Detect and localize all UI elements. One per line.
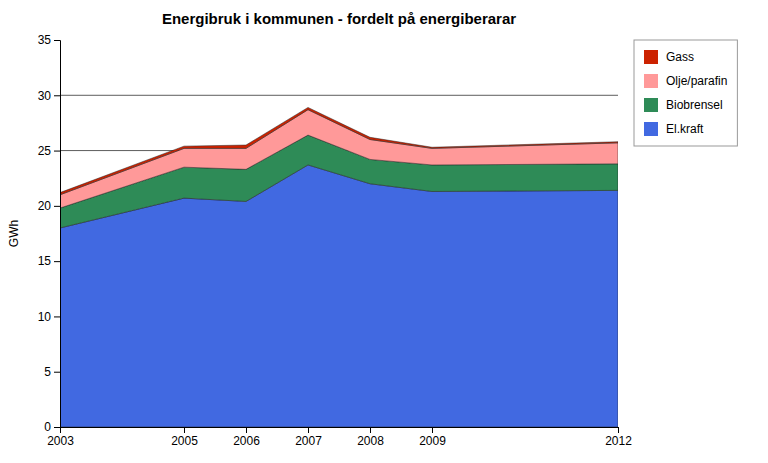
y-tick-label: 25 — [38, 144, 52, 158]
x-tick-label: 2009 — [419, 434, 446, 448]
y-tick: 0 — [44, 420, 60, 434]
y-tick-mark — [54, 372, 60, 373]
y-tick: 10 — [38, 310, 60, 324]
x-tick-mark — [618, 427, 619, 433]
y-tick-mark — [54, 95, 60, 96]
y-tick: 25 — [38, 144, 60, 158]
y-tick-mark — [54, 261, 60, 262]
x-tick: 2003 — [47, 427, 74, 448]
legend-frame — [634, 40, 737, 146]
legend-swatch — [644, 50, 658, 64]
x-axis: 2003 2005 2006 2007 2008 2009 2012 — [47, 427, 632, 448]
x-tick: 2009 — [419, 427, 446, 448]
y-tick: 30 — [38, 89, 60, 103]
y-tick-mark — [54, 40, 60, 41]
x-tick-label: 2012 — [605, 434, 632, 448]
legend-item: Gass — [644, 50, 694, 64]
x-tick: 2007 — [295, 427, 322, 448]
x-tick-label: 2007 — [295, 434, 322, 448]
legend-label: Olje/parafin — [666, 74, 727, 88]
y-tick: 15 — [38, 254, 60, 268]
legend-swatch — [644, 74, 658, 88]
x-tick-mark — [308, 427, 309, 433]
y-axis: 0 5 10 15 20 25 30 35 — [38, 33, 61, 434]
y-tick-label: 20 — [38, 199, 52, 213]
legend-item: El.kraft — [644, 122, 704, 136]
y-tick-label: 0 — [44, 420, 51, 434]
y-tick-label: 15 — [38, 254, 52, 268]
y-axis-line — [54, 41, 61, 428]
legend: Gass Olje/parafin Biobrensel El.kraft — [634, 40, 737, 146]
x-tick-label: 2006 — [233, 434, 260, 448]
y-tick-label: 30 — [38, 89, 52, 103]
legend-label: Gass — [666, 50, 694, 64]
chart: 2003 2005 2006 2007 2008 2009 2012 0 5 10 15 20 25 30… — [0, 0, 768, 463]
marks — [60, 95, 618, 427]
x-tick-label: 2008 — [357, 434, 384, 448]
x-tick-mark — [432, 427, 433, 433]
x-tick-mark — [246, 427, 247, 433]
y-tick-mark — [54, 206, 60, 207]
y-tick: 35 — [38, 33, 60, 47]
x-tick-mark — [184, 427, 185, 433]
x-tick-label: 2003 — [47, 434, 74, 448]
title: Energibruk i kommunen - fordelt på energ… — [162, 10, 516, 27]
x-tick-mark — [370, 427, 371, 433]
x-tick: 2008 — [357, 427, 384, 448]
x-axis-line — [61, 428, 619, 434]
y-tick-mark — [54, 427, 60, 428]
y-tick-label: 5 — [44, 365, 51, 379]
legend-item: Olje/parafin — [644, 74, 727, 88]
legend-label: El.kraft — [666, 122, 704, 136]
legend-swatch — [644, 122, 658, 136]
y-tick: 5 — [44, 365, 60, 379]
x-tick-label: 2005 — [171, 434, 198, 448]
legend-swatch — [644, 98, 658, 112]
y-tick: 20 — [38, 199, 60, 213]
legend-item: Biobrensel — [644, 98, 723, 112]
reference-line — [60, 95, 618, 96]
x-tick: 2006 — [233, 427, 260, 448]
y-tick-label: 35 — [38, 33, 52, 47]
y-tick-label: 10 — [38, 310, 52, 324]
area — [60, 107, 618, 194]
plot: 2003 2005 2006 2007 2008 2009 2012 0 5 10 15 20 25 30… — [38, 33, 633, 447]
legend-label: Biobrensel — [666, 98, 723, 112]
x-tick: 2012 — [605, 427, 632, 448]
y-tick-mark — [54, 151, 60, 152]
x-tick: 2005 — [171, 427, 198, 448]
y-tick-mark — [54, 316, 60, 317]
y-axis-title: GWh — [7, 220, 21, 247]
